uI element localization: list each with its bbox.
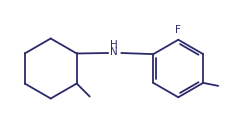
Text: H: H xyxy=(110,40,118,50)
Text: F: F xyxy=(175,25,181,35)
Text: N: N xyxy=(110,47,118,57)
